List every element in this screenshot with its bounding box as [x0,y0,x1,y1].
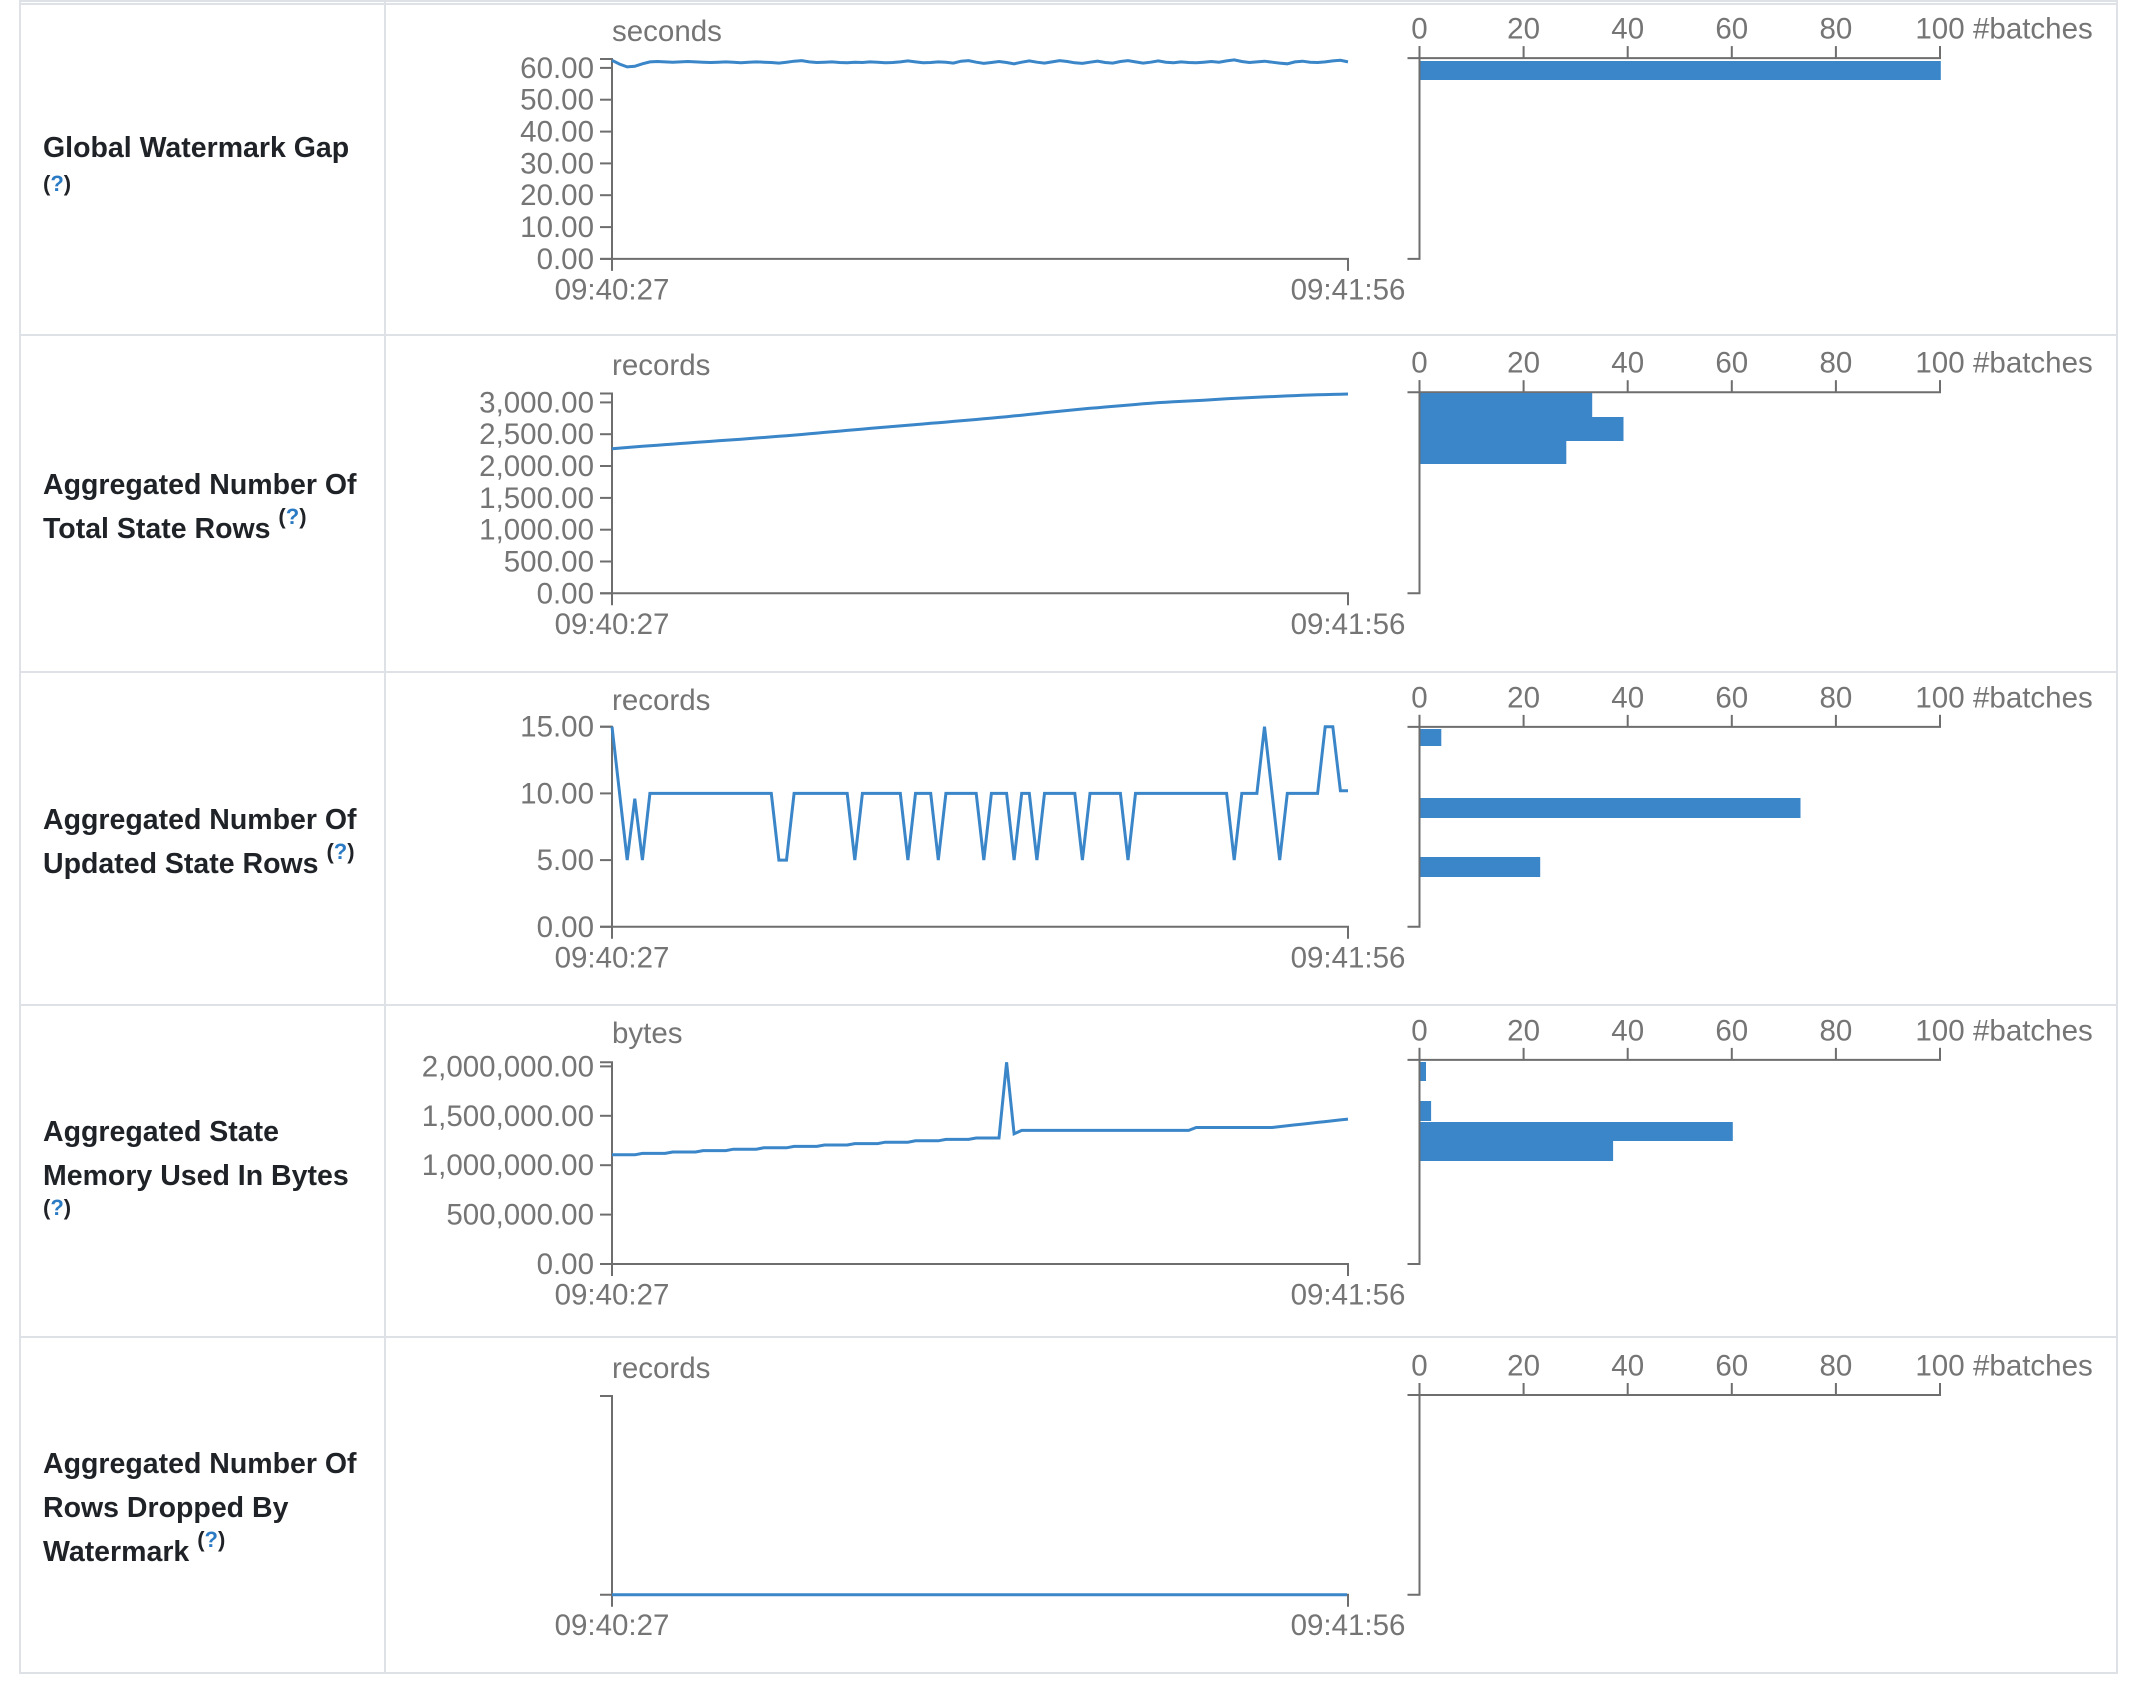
svg-text:#batches: #batches [1973,1350,2093,1383]
svg-text:40: 40 [1611,681,1644,714]
svg-text:60.00: 60.00 [520,52,594,85]
svg-text:20: 20 [1507,1350,1540,1383]
svg-text:5.00: 5.00 [537,844,594,877]
svg-text:0: 0 [1411,1014,1427,1047]
svg-text:10.00: 10.00 [520,211,594,244]
svg-text:bytes: bytes [612,1017,683,1050]
svg-text:09:40:27: 09:40:27 [555,608,670,641]
svg-text:20: 20 [1507,13,1540,46]
svg-text:#batches: #batches [1973,347,2093,380]
svg-text:0: 0 [1411,681,1427,714]
svg-text:40: 40 [1611,347,1644,380]
svg-text:0: 0 [1411,13,1427,46]
svg-text:100: 100 [1915,681,1964,714]
svg-text:#batches: #batches [1973,1014,2093,1047]
svg-text:50.00: 50.00 [520,84,594,117]
svg-text:seconds: seconds [612,15,722,48]
svg-text:10.00: 10.00 [520,777,594,810]
svg-text:40: 40 [1611,13,1644,46]
svg-text:20: 20 [1507,681,1540,714]
svg-text:80: 80 [1819,1014,1852,1047]
svg-text:100: 100 [1915,1350,1964,1383]
svg-text:0.00: 0.00 [537,911,594,944]
svg-text:100: 100 [1915,347,1964,380]
svg-text:records: records [612,684,710,717]
svg-text:09:41:56: 09:41:56 [1291,1279,1406,1312]
svg-text:#batches: #batches [1973,13,2093,46]
svg-text:80: 80 [1819,681,1852,714]
svg-text:40.00: 40.00 [520,116,594,149]
svg-text:60: 60 [1715,681,1748,714]
svg-text:1,000,000.00: 1,000,000.00 [422,1149,594,1182]
svg-text:#batches: #batches [1973,681,2093,714]
svg-text:09:41:56: 09:41:56 [1291,608,1406,641]
svg-text:0.00: 0.00 [537,243,594,276]
svg-text:20: 20 [1507,1014,1540,1047]
svg-text:records: records [612,1352,710,1385]
svg-text:09:40:27: 09:40:27 [555,1609,670,1642]
svg-text:100: 100 [1915,13,1964,46]
svg-text:80: 80 [1819,1350,1852,1383]
svg-text:2,000,000.00: 2,000,000.00 [422,1050,594,1083]
svg-text:60: 60 [1715,1350,1748,1383]
svg-text:500,000.00: 500,000.00 [446,1199,594,1232]
svg-text:30.00: 30.00 [520,147,594,180]
svg-text:20.00: 20.00 [520,179,594,212]
svg-text:40: 40 [1611,1014,1644,1047]
svg-text:100: 100 [1915,1014,1964,1047]
svg-text:0.00: 0.00 [537,577,594,610]
svg-text:20: 20 [1507,347,1540,380]
svg-text:0: 0 [1411,1350,1427,1383]
svg-text:0: 0 [1411,347,1427,380]
svg-text:500.00: 500.00 [504,546,594,579]
svg-text:60: 60 [1715,347,1748,380]
svg-text:1,500,000.00: 1,500,000.00 [422,1100,594,1133]
svg-text:09:41:56: 09:41:56 [1291,941,1406,974]
svg-text:1,000.00: 1,000.00 [479,514,594,547]
svg-text:40: 40 [1611,1350,1644,1383]
svg-text:records: records [612,349,710,382]
svg-text:0.00: 0.00 [537,1248,594,1281]
svg-text:09:40:27: 09:40:27 [555,273,670,306]
svg-text:3,000.00: 3,000.00 [479,386,594,419]
svg-text:60: 60 [1715,13,1748,46]
svg-text:60: 60 [1715,1014,1748,1047]
svg-text:09:41:56: 09:41:56 [1291,1609,1406,1642]
svg-text:09:41:56: 09:41:56 [1291,273,1406,306]
svg-text:15.00: 15.00 [520,711,594,744]
svg-text:09:40:27: 09:40:27 [555,941,670,974]
svg-text:2,500.00: 2,500.00 [479,418,594,451]
svg-text:2,000.00: 2,000.00 [479,450,594,483]
svg-text:09:40:27: 09:40:27 [555,1279,670,1312]
svg-text:80: 80 [1819,347,1852,380]
svg-text:80: 80 [1819,13,1852,46]
svg-text:1,500.00: 1,500.00 [479,482,594,515]
